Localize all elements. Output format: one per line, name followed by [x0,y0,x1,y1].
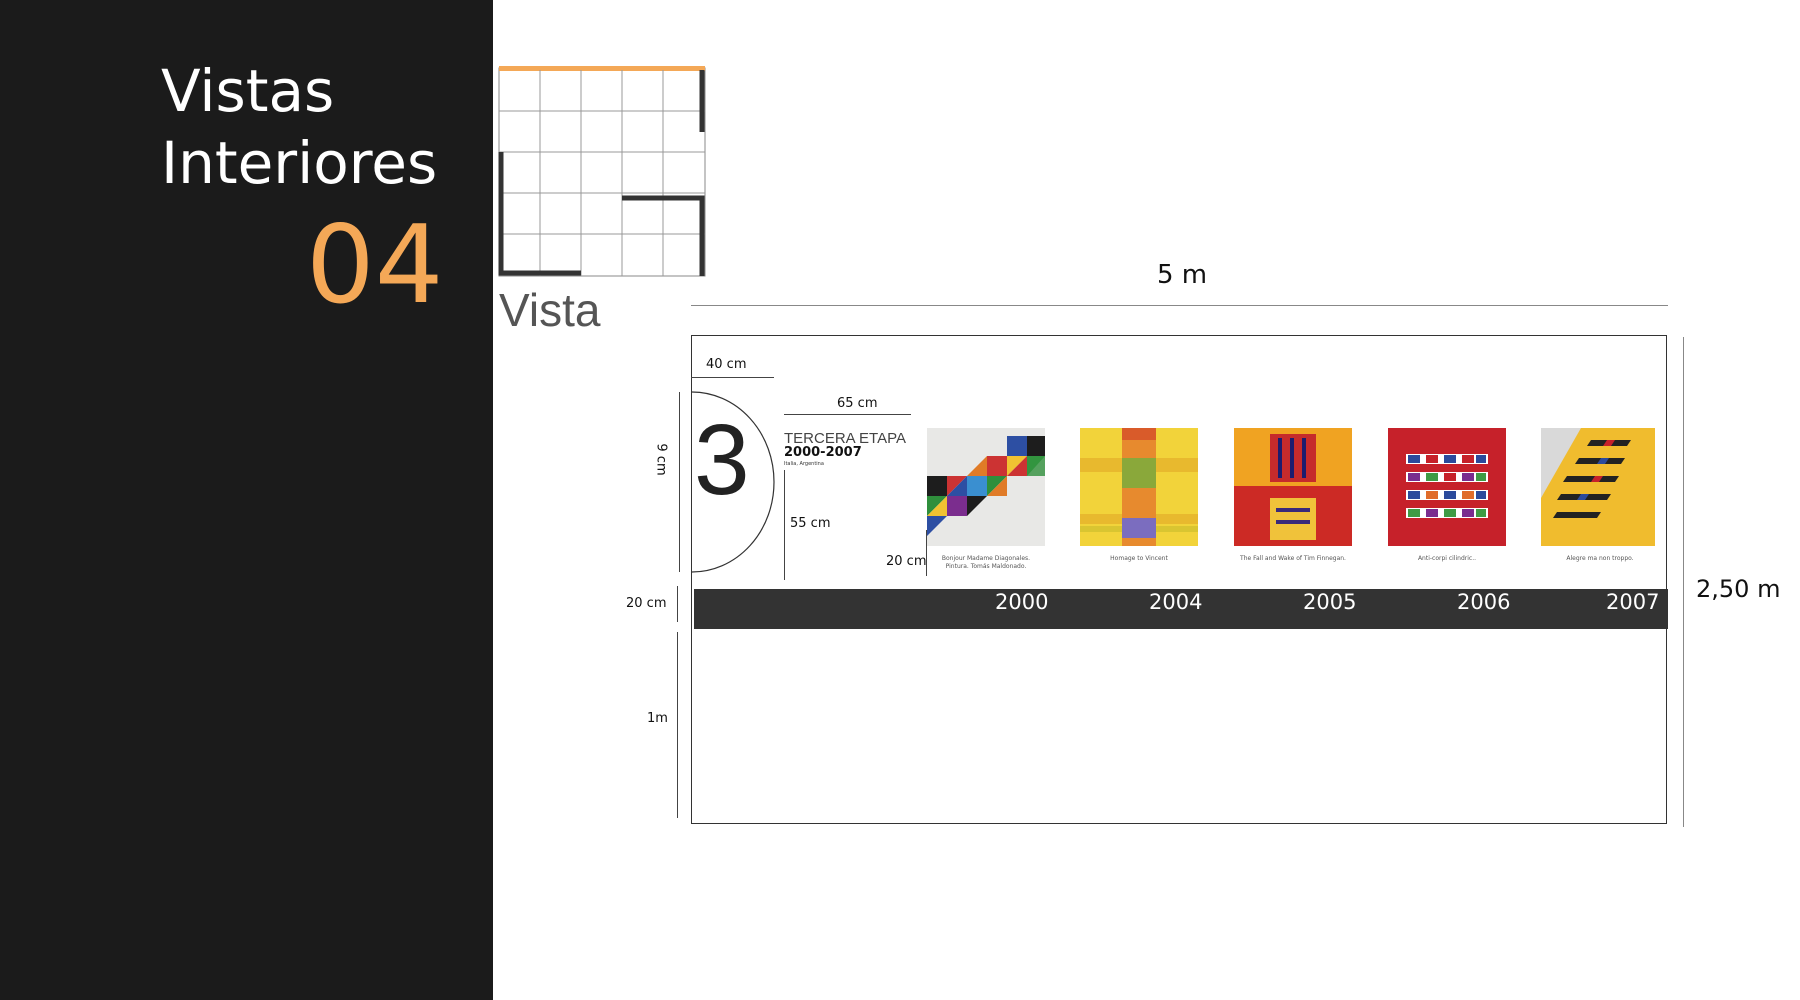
art-gap-line [926,530,927,576]
dimension-art-gap: 20 cm [886,554,927,569]
artwork-1 [927,428,1045,546]
dimension-floor-height: 1m [647,711,668,726]
dimension-height-total: 2,50 m [1696,575,1781,603]
sidebar: Vistas Interiores 04 [0,0,493,1000]
timeline-year-2005: 2005 [1303,590,1357,614]
artwork-2-caption: Homage to Vincent [1110,555,1168,562]
artwork-5 [1541,428,1655,546]
stage-place: Italia, Argentina [784,461,824,467]
artwork-3 [1234,428,1352,546]
floorplan-accent-wall [499,66,705,71]
artwork-4-caption: Anti-corpi cilindric.. [1417,555,1477,562]
logo-height-line [679,392,680,572]
timeline-band [694,589,1668,629]
logo-width-line [691,377,774,378]
stage-logo-semicircle [691,391,775,573]
page-title-line-2: Interiores [161,129,438,197]
artwork-1-caption: Bonjour Madame Diagonales. Pintura. Tomá… [916,555,1056,570]
timeline-year-2006: 2006 [1457,590,1511,614]
dimension-width-total: 5 m [1157,260,1208,290]
section-number: 04 [306,203,444,328]
artwork-4 [1388,428,1506,546]
dimension-text-height: 55 cm [790,516,831,531]
band-height-line [677,586,678,622]
height-dimension-line [1683,337,1684,827]
floorplan-label: Vista [499,284,601,336]
artwork-2 [1080,428,1198,546]
wall-elevation-panel [691,335,1667,824]
stage-years: 2000-2007 [784,445,862,460]
dimension-text-width: 65 cm [837,396,878,411]
text-width-line [784,414,911,415]
stage-title: TERCERA ETAPA [784,430,906,447]
timeline-year-2000: 2000 [995,590,1049,614]
artwork-3-caption: The Fall and Wake of Tim Finnegan. [1240,555,1346,562]
dimension-logo-width: 40 cm [706,357,747,372]
floorplan-diagram [498,66,706,277]
timeline-year-2004: 2004 [1149,590,1203,614]
text-height-line [784,470,785,580]
dimension-band-height: 20 cm [626,596,667,611]
width-dimension-line [691,305,1668,306]
artwork-5-caption: Alegre ma non troppo. [1566,555,1634,562]
floor-height-line [677,632,678,818]
dimension-logo-height: 9 cm [653,443,669,476]
artwork-1-caption-line-2: Pintura. Tomás Maldonado. [945,562,1027,570]
page-title-line-1: Vistas [161,57,335,125]
artwork-1-caption-line-1: Bonjour Madame Diagonales. [941,555,1031,562]
timeline-year-2007: 2007 [1606,590,1660,614]
stage-number: 3 [694,404,750,516]
